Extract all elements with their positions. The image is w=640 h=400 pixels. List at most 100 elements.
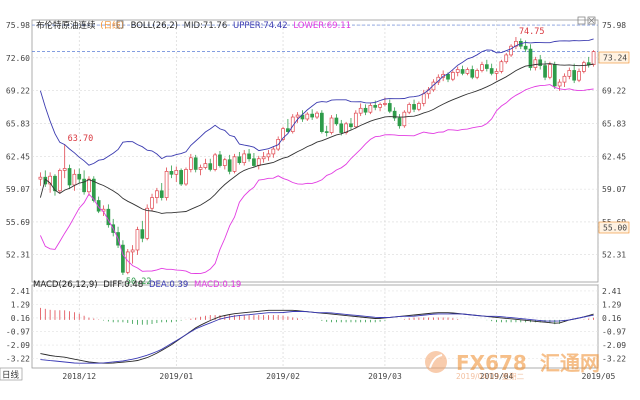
watermark-brand: FX678 [456, 351, 527, 375]
macd-tick-left: -3.22 [6, 355, 30, 364]
candle-up [295, 114, 300, 118]
boll-mid-value: MID:71.76 [184, 21, 228, 31]
candle-up [145, 207, 150, 239]
candle-up [509, 45, 513, 56]
candle-up [455, 69, 460, 73]
candle-up [150, 197, 154, 209]
macd-tick-right: -3.22 [602, 355, 626, 364]
candle-up [582, 62, 586, 72]
candle-up [203, 163, 208, 168]
y-tick-right: 75.98 [602, 21, 626, 30]
watermark: FX678 汇通网 2019/04/09 星期二 [425, 351, 600, 381]
candle-up [383, 103, 387, 105]
candle-down [387, 103, 392, 112]
candle-down [373, 105, 378, 108]
candle-up [465, 69, 470, 74]
y-tick-right: 69.22 [602, 87, 626, 96]
macd-tick-left: 0.16 [11, 314, 30, 323]
candle-up [164, 171, 169, 198]
candle-up [480, 64, 484, 71]
candle-up [213, 154, 217, 170]
candle-up [407, 104, 412, 113]
macd-tick-right: -2.09 [602, 341, 626, 350]
candle-down [193, 157, 198, 170]
candle-down [397, 117, 402, 127]
candle-up [417, 103, 421, 110]
price-annotation: 63.70 [68, 134, 94, 144]
candle-up [329, 117, 334, 133]
candle-down [446, 73, 450, 80]
boll-lower-line [39, 84, 594, 275]
candle-up [562, 75, 567, 83]
candle-down [528, 48, 533, 68]
y-tick-right: 65.83 [602, 120, 626, 129]
candle-down [339, 123, 344, 133]
candle-down [91, 178, 96, 201]
candle-down [121, 244, 125, 273]
candle-up [48, 175, 52, 185]
macd-tick-left: -2.09 [6, 341, 30, 350]
candle-down [159, 190, 164, 198]
x-tick-label: 2019/01 [159, 372, 193, 381]
macd-lines [40, 309, 594, 364]
boll-upper-value: UPPER:74.42 [233, 21, 288, 31]
candle-up [188, 157, 193, 170]
x-tick-label: 2019/02 [266, 372, 300, 381]
macd-tick-left: -0.97 [6, 328, 30, 337]
macd-dea-line [40, 311, 594, 364]
y-tick-left: 59.07 [6, 185, 30, 194]
svg-text:MACD(26,12,9) DIFF:0.48: MACD(26,12,9) DIFF:0.48 DEA:0.39 MACD:0.… [33, 280, 241, 290]
candle-up [358, 107, 363, 114]
candle-up [499, 61, 504, 72]
candle-down [227, 159, 232, 172]
candle-down [484, 64, 489, 69]
boll-upper-line [39, 38, 594, 166]
candle-down [208, 163, 213, 170]
macd-macd-value: MACD:0.19 [194, 280, 241, 290]
candle-up [155, 190, 159, 198]
candle-up [261, 156, 266, 160]
candle-down [543, 65, 547, 78]
candle-down [179, 170, 183, 185]
candle-down [460, 69, 465, 74]
candle-up [184, 169, 188, 185]
y-tick-left: 75.98 [6, 21, 30, 30]
candle-up [557, 81, 562, 87]
candle-up [38, 176, 43, 180]
macd-tick-right: 2.41 [602, 287, 621, 296]
candle-up [62, 168, 67, 171]
candle-up [591, 51, 596, 65]
period-tab[interactable]: 日线 [0, 367, 23, 381]
candle-down [319, 112, 324, 132]
price-annotation: 74.75 [519, 27, 545, 37]
candle-up [475, 70, 479, 78]
maximize-icon[interactable] [577, 16, 586, 25]
candle-up [130, 249, 135, 253]
candle-up [353, 112, 358, 128]
macd-dea-value: DEA:0.39 [149, 280, 188, 290]
candle-up [315, 112, 319, 118]
candle-up [222, 159, 227, 166]
y-tick-right: 59.07 [602, 185, 626, 194]
watermark-brand-cn: 汇通网 [540, 351, 600, 375]
candle-down [552, 64, 557, 87]
macd-tick-left: 1.29 [11, 300, 30, 309]
candle-down [169, 171, 174, 175]
candle-down [538, 59, 543, 66]
y-tick-right: 62.45 [602, 152, 626, 161]
candle-down [392, 110, 397, 119]
candle-down [310, 113, 315, 118]
candle-down [252, 158, 256, 166]
candle-up [232, 156, 237, 172]
level-badge: 55.00 [598, 221, 630, 234]
candle-down [237, 156, 242, 163]
candle-down [67, 168, 72, 186]
x-tick-label: 2019/03 [368, 372, 402, 381]
checkbox-icon[interactable] [116, 20, 124, 29]
candle-down [53, 175, 57, 192]
candle-up [368, 105, 373, 113]
candle-down [96, 200, 101, 212]
svg-text:布伦特原油连续 (日线) BOLL(26,2: 布伦特原油连续 (日线) BOLL(26,2) MID:71.76 UPPER:… [36, 20, 351, 31]
close-icon[interactable] [587, 16, 596, 25]
